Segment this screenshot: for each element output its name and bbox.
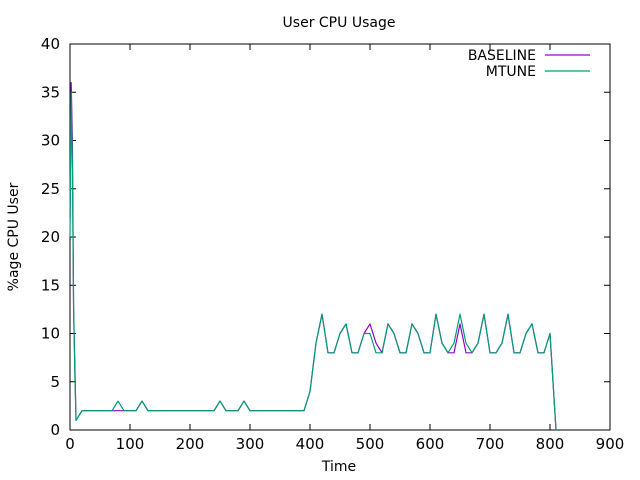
x-tick-label: 600 bbox=[416, 435, 445, 453]
legend-label-mtune: MTUNE bbox=[486, 64, 536, 80]
y-axis-label: %age CPU User bbox=[6, 182, 22, 291]
x-tick-label: 800 bbox=[536, 435, 565, 453]
plot-border bbox=[69, 43, 611, 431]
y-tick-label: 35 bbox=[41, 83, 60, 101]
x-tick-label: 100 bbox=[116, 435, 145, 453]
x-tick-label: 200 bbox=[176, 435, 205, 453]
x-tick-label: 300 bbox=[236, 435, 265, 453]
y-axis: 0 5 10 15 20 25 30 35 40 bbox=[41, 35, 610, 439]
chart-title: User CPU Usage bbox=[283, 15, 396, 31]
legend-label-baseline: BASELINE bbox=[468, 48, 536, 64]
plot-frame bbox=[69, 43, 611, 431]
x-tick-label: 500 bbox=[356, 435, 385, 453]
x-axis: 0 100 200 300 400 500 600 700 800 900 bbox=[65, 44, 624, 453]
y-tick-label: 20 bbox=[41, 228, 60, 246]
x-tick-label: 900 bbox=[596, 435, 625, 453]
x-axis-label: Time bbox=[321, 459, 356, 475]
y-tick-label: 25 bbox=[41, 180, 60, 198]
x-tick-label: 700 bbox=[476, 435, 505, 453]
x-tick-label: 0 bbox=[65, 435, 75, 453]
y-tick-label: 30 bbox=[41, 132, 60, 150]
y-tick-label: 40 bbox=[41, 35, 60, 53]
x-tick-label: 400 bbox=[296, 435, 325, 453]
y-tick-label: 10 bbox=[41, 325, 60, 343]
y-tick-label: 15 bbox=[41, 276, 60, 294]
y-tick-label: 5 bbox=[50, 373, 60, 391]
series-line-mtune bbox=[69, 91, 557, 431]
series-layer bbox=[69, 81, 557, 431]
series-line-baseline bbox=[69, 81, 557, 431]
y-tick-label: 0 bbox=[50, 421, 60, 439]
